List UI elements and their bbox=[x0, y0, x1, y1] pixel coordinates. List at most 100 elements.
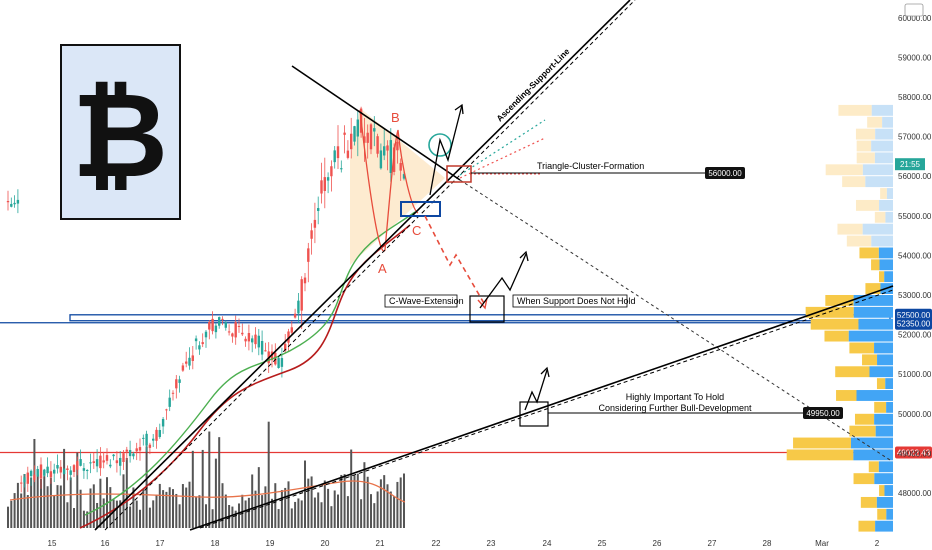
candle-body bbox=[86, 470, 89, 472]
volume-bar bbox=[386, 484, 389, 528]
volume-bar bbox=[13, 493, 16, 528]
triangle-zone bbox=[350, 108, 445, 265]
volume-bar bbox=[30, 477, 33, 528]
candle-body bbox=[155, 429, 158, 441]
volume-bar bbox=[49, 477, 52, 528]
volume-bar bbox=[274, 483, 277, 528]
volume-bar bbox=[214, 458, 217, 528]
candle-body bbox=[148, 444, 152, 448]
candle-body bbox=[178, 379, 181, 383]
profile-bar-sell bbox=[871, 104, 893, 116]
time-tick-label: 18 bbox=[211, 539, 220, 548]
volume-bar bbox=[370, 494, 372, 528]
candle-body bbox=[313, 219, 317, 228]
volume-bar bbox=[327, 488, 330, 528]
candle-body bbox=[69, 470, 72, 475]
candle-body bbox=[247, 333, 251, 342]
profile-bar-buy bbox=[849, 425, 876, 437]
volume-bar bbox=[389, 491, 392, 528]
tag-52350: 52350.00 bbox=[897, 320, 931, 329]
profile-bar-sell bbox=[886, 188, 893, 199]
volume-bar bbox=[393, 496, 396, 528]
volume-bar bbox=[115, 500, 118, 528]
candle-body bbox=[254, 334, 257, 345]
logo-box bbox=[60, 44, 181, 220]
candle-body bbox=[122, 453, 125, 462]
profile-bar-sell bbox=[885, 378, 893, 390]
volume-bar bbox=[135, 500, 138, 528]
bull-arrow-head bbox=[454, 103, 464, 115]
candle-body bbox=[208, 322, 211, 330]
profile-bar-buy bbox=[842, 176, 866, 188]
target-circle bbox=[428, 133, 452, 157]
candle-body bbox=[10, 203, 13, 207]
volume-bar bbox=[307, 478, 310, 528]
profile-bar-buy bbox=[879, 485, 885, 496]
volume-bars bbox=[7, 421, 406, 528]
candle-body bbox=[168, 397, 171, 407]
bear-arrow-head bbox=[477, 297, 488, 310]
volume-bar bbox=[340, 474, 343, 528]
volume-bar bbox=[396, 481, 399, 528]
ascending-support-dashed bbox=[104, 0, 636, 531]
volume-bar bbox=[155, 494, 158, 528]
candle-body bbox=[39, 464, 43, 479]
candle-body bbox=[181, 365, 185, 371]
tag-49950-bg bbox=[803, 407, 843, 419]
volume-bar bbox=[360, 499, 363, 528]
volume-bar bbox=[59, 485, 62, 528]
candle-body bbox=[310, 230, 313, 239]
profile-bar-buy bbox=[868, 461, 879, 473]
volume-bar bbox=[102, 498, 105, 528]
candle-body bbox=[218, 317, 221, 326]
profile-bar-sell bbox=[853, 295, 893, 306]
candle-body bbox=[260, 341, 264, 355]
axes bbox=[904, 3, 924, 17]
candle-body bbox=[79, 459, 82, 466]
candle-body bbox=[13, 202, 16, 205]
candle-body bbox=[399, 162, 402, 171]
candle-body bbox=[92, 461, 95, 463]
volume-bar bbox=[76, 452, 79, 528]
volume-bar bbox=[73, 508, 75, 528]
candle-body bbox=[396, 141, 399, 151]
time-tick-label: 24 bbox=[543, 539, 552, 548]
profile-bar-buy bbox=[810, 318, 859, 330]
volume-bar bbox=[247, 497, 250, 528]
candle-body bbox=[46, 466, 49, 474]
candle-body bbox=[109, 464, 112, 467]
triangle-fill bbox=[350, 108, 445, 265]
recovery-arrow-path bbox=[479, 253, 527, 309]
profile-bar-sell bbox=[858, 318, 893, 330]
candle-body bbox=[251, 338, 254, 343]
candle-body bbox=[99, 455, 102, 469]
volume-bar bbox=[86, 511, 89, 528]
volume-bar bbox=[36, 474, 39, 528]
candle-body bbox=[402, 174, 406, 179]
volume-bar bbox=[172, 489, 174, 528]
c-wave-label: C-Wave-Extension bbox=[389, 296, 464, 306]
time-tick-label: 19 bbox=[266, 539, 275, 548]
candle-body bbox=[346, 150, 350, 158]
red-box bbox=[446, 165, 472, 183]
volume-bar bbox=[238, 503, 240, 528]
candle-body bbox=[198, 345, 201, 350]
time-tick-label: 2 bbox=[875, 539, 880, 548]
volume-bar bbox=[353, 475, 356, 528]
candle-body bbox=[56, 465, 59, 469]
candle-body bbox=[105, 455, 109, 461]
time-tick-label: 16 bbox=[101, 539, 110, 548]
profile-bar-buy bbox=[860, 496, 877, 508]
profile-bar-buy bbox=[836, 390, 857, 401]
profile-bar-buy bbox=[824, 330, 849, 342]
volume-bar bbox=[320, 502, 323, 528]
candle-body bbox=[234, 322, 237, 338]
candle-body bbox=[350, 133, 353, 150]
profile-bar-buy bbox=[856, 140, 872, 152]
profile-bar-sell bbox=[848, 330, 893, 342]
candle-body bbox=[320, 180, 323, 194]
profile-bar-sell bbox=[869, 366, 893, 378]
profile-bar-sell bbox=[878, 247, 893, 259]
